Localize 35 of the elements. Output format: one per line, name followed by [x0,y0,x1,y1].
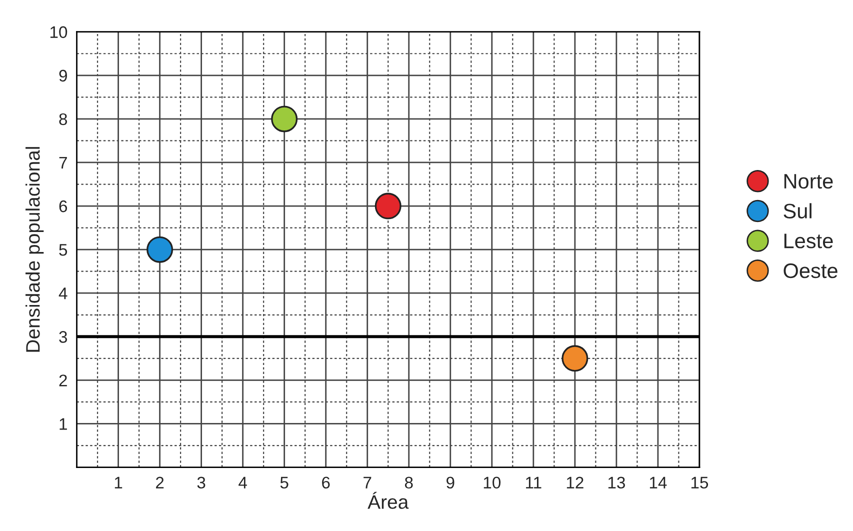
x-tick-label: 12 [566,476,584,488]
x-axis-title: Área [368,492,409,509]
legend-label: Oeste [784,263,838,278]
x-tick-label: 5 [280,476,288,489]
x-tick-label: 4 [238,476,247,488]
x-tick-label: 3 [197,476,206,489]
x-tick-label: 2 [156,476,164,488]
legend-label: Norte [784,174,833,189]
y-tick-label: 6 [59,200,68,212]
y-tick-label: 1 [60,418,67,430]
legend-label: Sul [784,203,812,218]
point [146,236,174,263]
y-tick-label: 3 [59,331,68,343]
x-tick-label: 10 [484,476,501,489]
y-axis-title: Densidade populacional [26,147,44,352]
y-tick-label: 5 [59,244,68,256]
legend-label: Leste [784,234,833,248]
x-tick-label: 11 [526,476,542,488]
x-tick-label: 15 [691,476,708,489]
x-tick-label: 6 [322,476,330,489]
y-tick-label: 10 [50,26,68,38]
x-tick-label: 13 [608,476,625,489]
y-tick-label: 8 [59,113,68,126]
x-tick-label: 9 [446,476,454,489]
point [271,106,298,132]
point [374,192,402,220]
point [562,345,588,372]
x-tick-label: 8 [404,476,413,489]
y-tick-label: 2 [59,374,67,386]
y-tick-label: 7 [59,157,67,169]
y-tick-label: 9 [59,70,67,82]
x-tick-label: 7 [364,476,372,488]
x-tick-label: 1 [114,476,122,488]
x-tick-label: 14 [650,476,667,488]
y-tick-label: 4 [58,288,68,300]
